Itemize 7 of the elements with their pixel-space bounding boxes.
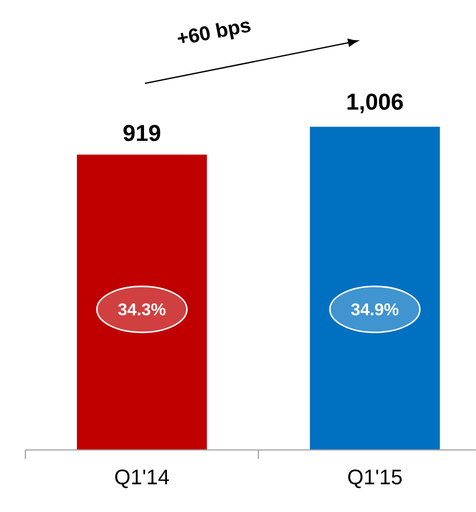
- data-label: 1,006: [348, 94, 403, 114]
- text: +60 bps: [178, 22, 251, 44]
- annotation: 34.9%: [351, 303, 399, 316]
- annotation: 34.3%: [118, 303, 166, 316]
- data-label: 919: [124, 124, 160, 142]
- x-tick-label: Q1'14: [115, 470, 169, 488]
- x-tick-label: Q1'15: [348, 470, 402, 488]
